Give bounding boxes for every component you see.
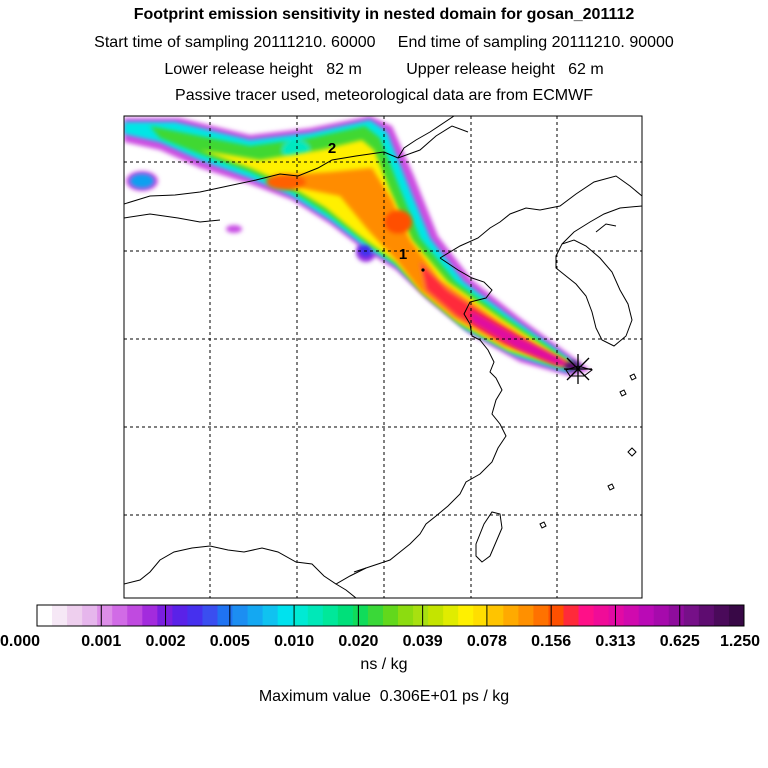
- colorbar-swatch: [337, 605, 354, 626]
- colorbar-swatch: [548, 605, 564, 626]
- colorbar-swatch: [578, 605, 594, 626]
- colorbar-swatch: [382, 605, 399, 626]
- colorbar-tick-label: 0.000: [0, 633, 40, 650]
- colorbar-swatch: [533, 605, 549, 626]
- colorbar-swatch: [653, 605, 670, 626]
- colorbar-swatch: [683, 605, 700, 626]
- colorbar-swatch: [352, 605, 369, 626]
- colorbar-swatch: [247, 605, 264, 626]
- release-heights: Lower release height 82 m Upper release …: [164, 61, 604, 78]
- colorbar-swatch: [713, 605, 730, 626]
- colorbar-swatch: [262, 605, 279, 626]
- sensitivity-plume: [124, 116, 590, 376]
- colorbar-swatch: [473, 605, 489, 626]
- colorbar-swatch: [668, 605, 685, 626]
- map-frame: [123, 115, 643, 599]
- colorbar-swatch: [488, 605, 504, 626]
- sampling-times: Start time of sampling 20111210. 60000 E…: [94, 34, 674, 51]
- receptor-star-icon: [564, 354, 592, 384]
- release-marker-2: 2: [328, 140, 336, 157]
- colorbar-swatch: [428, 605, 444, 626]
- colorbar-swatch: [443, 605, 459, 626]
- lat-lon-grid: [124, 116, 642, 598]
- coastlines: [124, 116, 642, 598]
- colorbar-frame: [36, 604, 745, 627]
- colorbar-tick-label: 0.010: [274, 633, 314, 650]
- colorbar-swatch: [322, 605, 339, 626]
- colorbar-tick-label: 0.625: [660, 633, 700, 650]
- colorbar-swatch: [728, 605, 745, 626]
- colorbar-tick-label: 0.005: [210, 633, 250, 650]
- colorbar-swatch: [367, 605, 384, 626]
- colorbar-swatch: [67, 605, 83, 626]
- colorbar-tick-label: 0.078: [467, 633, 507, 650]
- colorbar-swatch: [398, 605, 414, 626]
- release-marker-1: 1: [399, 246, 407, 263]
- colorbar-swatch: [232, 605, 248, 626]
- colorbar-tick-labels: 0.000 0.001 0.002 0.005 0.010 0.020 0.039 0.078…: [0, 633, 760, 650]
- colorbar-swatch: [97, 605, 113, 626]
- colorbar-tick-label: 0.002: [146, 633, 186, 650]
- colorbar-swatch: [127, 605, 143, 626]
- plot-title: Footprint emission sensitivity in nested…: [133, 6, 635, 23]
- colorbar-swatch: [593, 605, 610, 626]
- colorbar-swatch: [202, 605, 218, 626]
- colorbar-swatch: [623, 605, 640, 626]
- tracer-info: Passive tracer used, meteorological data…: [175, 87, 593, 104]
- colorbar-swatch: [142, 605, 158, 626]
- colorbar-swatch: [503, 605, 519, 626]
- colorbar-swatch: [563, 605, 579, 626]
- colorbar-swatch: [277, 605, 294, 626]
- colorbar-tick-label: 0.313: [595, 633, 635, 650]
- colorbar-tick-label: 0.156: [531, 633, 571, 650]
- colorbar-swatch: [37, 605, 53, 626]
- colorbar-unit: ns / kg: [360, 656, 408, 673]
- release-point: [421, 268, 425, 272]
- colorbar-swatch: [698, 605, 715, 626]
- colorbar-swatch: [638, 605, 655, 626]
- colorbar-swatch: [52, 605, 68, 626]
- colorbar: [36, 604, 745, 627]
- colorbar-swatch: [82, 605, 98, 626]
- colorbar-swatch: [172, 605, 188, 626]
- colorbar-swatch: [518, 605, 534, 626]
- colorbar-tick-label: 0.039: [403, 633, 443, 650]
- colorbar-swatch: [217, 605, 233, 626]
- maximum-value: Maximum value 0.306E+01 ps / kg: [258, 688, 510, 705]
- colorbar-swatch: [292, 605, 309, 626]
- colorbar-swatch: [413, 605, 429, 626]
- colorbar-swatch: [187, 605, 203, 626]
- colorbar-tick-label: 0.001: [81, 633, 121, 650]
- colorbar-swatch: [112, 605, 128, 626]
- colorbar-swatch: [458, 605, 474, 626]
- colorbar-swatch: [307, 605, 324, 626]
- colorbar-tick-label: 0.020: [338, 633, 378, 650]
- colorbar-tick-label: 1.250: [720, 633, 760, 650]
- colorbar-swatch: [608, 605, 625, 626]
